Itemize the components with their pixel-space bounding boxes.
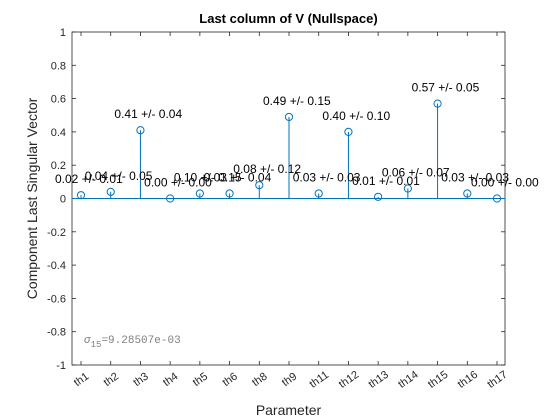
data-label: 0.41 +/- 0.04 bbox=[114, 107, 182, 121]
y-tick-label: 0.8 bbox=[51, 60, 66, 72]
data-label: 0.01 +/- 0.01 bbox=[352, 174, 420, 188]
x-tick-label: th1 bbox=[72, 371, 91, 390]
sigma-annotation: σ15=9.28507e-03 bbox=[84, 334, 181, 350]
data-label: 0.57 +/- 0.05 bbox=[412, 81, 480, 95]
stem-marker bbox=[255, 181, 264, 190]
stem-marker bbox=[136, 126, 145, 135]
data-label: 0.08 +/- 0.12 bbox=[233, 162, 301, 176]
stem-marker bbox=[433, 99, 442, 108]
x-tick-label: th15 bbox=[426, 369, 450, 391]
stem-marker bbox=[166, 194, 175, 203]
x-tick-label: th3 bbox=[131, 371, 150, 390]
x-tick-label: th14 bbox=[396, 369, 420, 391]
y-tick-label: 0.6 bbox=[51, 94, 66, 106]
y-tick-label: -0.2 bbox=[47, 227, 66, 239]
stem-marker bbox=[314, 189, 323, 198]
data-labels: 0.02 +/- 0.010.04 +/- 0.05 0.41 +/- 0.04 0… bbox=[55, 81, 539, 190]
stem-marker bbox=[403, 184, 412, 193]
y-tick-label: -1 bbox=[56, 360, 66, 372]
sigma-value: =9.28507e-03 bbox=[101, 335, 180, 347]
y-tick-label: -0.8 bbox=[47, 327, 66, 339]
x-tick-label: th6 bbox=[220, 371, 239, 390]
x-tick-label: th4 bbox=[161, 371, 180, 390]
y-tick-label: -0.6 bbox=[47, 293, 66, 305]
x-tick-label: th13 bbox=[367, 369, 391, 391]
x-tick-label: th16 bbox=[456, 369, 480, 391]
x-tick-label: th2 bbox=[102, 371, 121, 390]
stem-marker bbox=[344, 127, 353, 136]
stem-marker bbox=[225, 189, 234, 198]
stem-marker bbox=[195, 189, 204, 198]
stem-marker bbox=[106, 187, 115, 196]
x-tick-label: th5 bbox=[191, 371, 210, 390]
x-axis-label: Parameter bbox=[256, 402, 322, 418]
data-label: 0.03 +/- 0.03 bbox=[441, 171, 509, 185]
y-tick-label: -0.4 bbox=[47, 260, 66, 272]
data-label: 0.00 +/- 0.00 bbox=[144, 176, 212, 190]
y-tick-label: 0.2 bbox=[51, 160, 66, 172]
x-tick-label: th12 bbox=[337, 369, 361, 391]
y-tick-label: 0.4 bbox=[51, 127, 66, 139]
stem-marker bbox=[492, 194, 502, 203]
data-label: 0.03 +/- 0.03 bbox=[293, 171, 361, 185]
data-label: 0.00 +/- 0.00 bbox=[471, 176, 539, 190]
x-tick-label: th11 bbox=[307, 369, 331, 391]
stem-series bbox=[76, 99, 502, 203]
stem-marker bbox=[76, 191, 86, 200]
data-label: 0.03 +/- 0.04 bbox=[204, 171, 272, 185]
data-label: 0.49 +/- 0.15 bbox=[263, 94, 331, 108]
stem-marker bbox=[374, 192, 383, 201]
x-tick-label: th17 bbox=[485, 369, 509, 391]
x-tick-label: th9 bbox=[280, 371, 299, 390]
data-label: 0.04 +/- 0.05 bbox=[85, 169, 153, 183]
data-label: 0.06 +/- 0.07 bbox=[382, 166, 450, 180]
x-tick-label: th8 bbox=[250, 371, 269, 390]
y-tick-label: 1 bbox=[60, 27, 66, 39]
data-label: 0.10 +/- 0.15 bbox=[174, 171, 242, 185]
data-label: 0.02 +/- 0.01 bbox=[55, 172, 123, 186]
chart-title: Last column of V (Nullspace) bbox=[199, 11, 377, 26]
y-axis-label: Component Last Singular Vector bbox=[24, 97, 40, 299]
sigma-subscript: 15 bbox=[91, 340, 102, 350]
sigma-symbol: σ bbox=[84, 334, 91, 346]
stem-marker bbox=[284, 112, 294, 122]
y-tick-label: 0 bbox=[60, 194, 66, 206]
stem-marker bbox=[463, 189, 472, 198]
data-label: 0.40 +/- 0.10 bbox=[322, 109, 390, 123]
